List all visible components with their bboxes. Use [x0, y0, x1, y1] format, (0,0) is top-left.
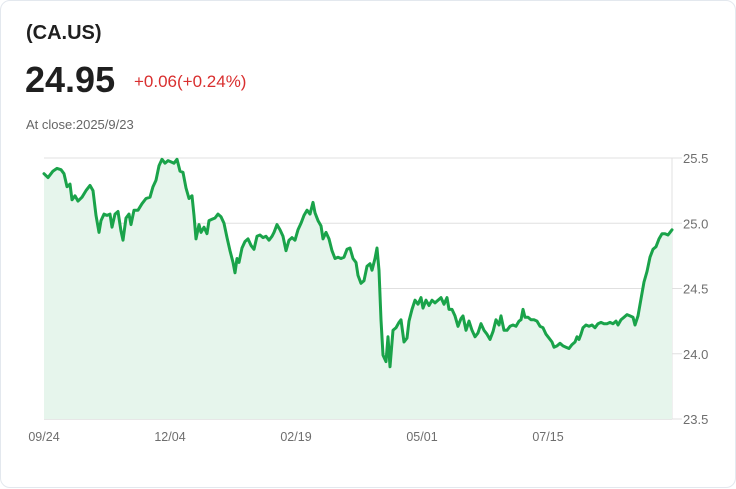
price-change: +0.06(+0.24%)	[134, 72, 247, 91]
y-tick-label: 24.5	[683, 282, 708, 297]
price-area-fill	[44, 159, 672, 420]
x-axis: 09/24 12/04 02/19 05/01 07/15	[28, 430, 563, 444]
y-tick-label: 25.0	[683, 216, 708, 231]
x-tick-label: 07/15	[532, 430, 563, 444]
close-timestamp: At close:2025/9/23	[26, 117, 134, 132]
x-tick-label: 05/01	[406, 430, 437, 444]
x-tick-label: 09/24	[28, 430, 59, 444]
y-tick-label: 24.0	[683, 347, 708, 362]
y-tick-label: 23.5	[683, 412, 708, 427]
price-line	[42, 157, 674, 369]
y-axis: 25.5 25.0 24.5 24.0 23.5	[683, 151, 708, 427]
y-tick-label: 25.5	[683, 151, 708, 166]
x-tick-label: 12/04	[154, 430, 185, 444]
ticker-symbol: (CA.US)	[26, 22, 102, 44]
x-tick-label: 02/19	[280, 430, 311, 444]
current-price: 24.95	[25, 59, 116, 100]
